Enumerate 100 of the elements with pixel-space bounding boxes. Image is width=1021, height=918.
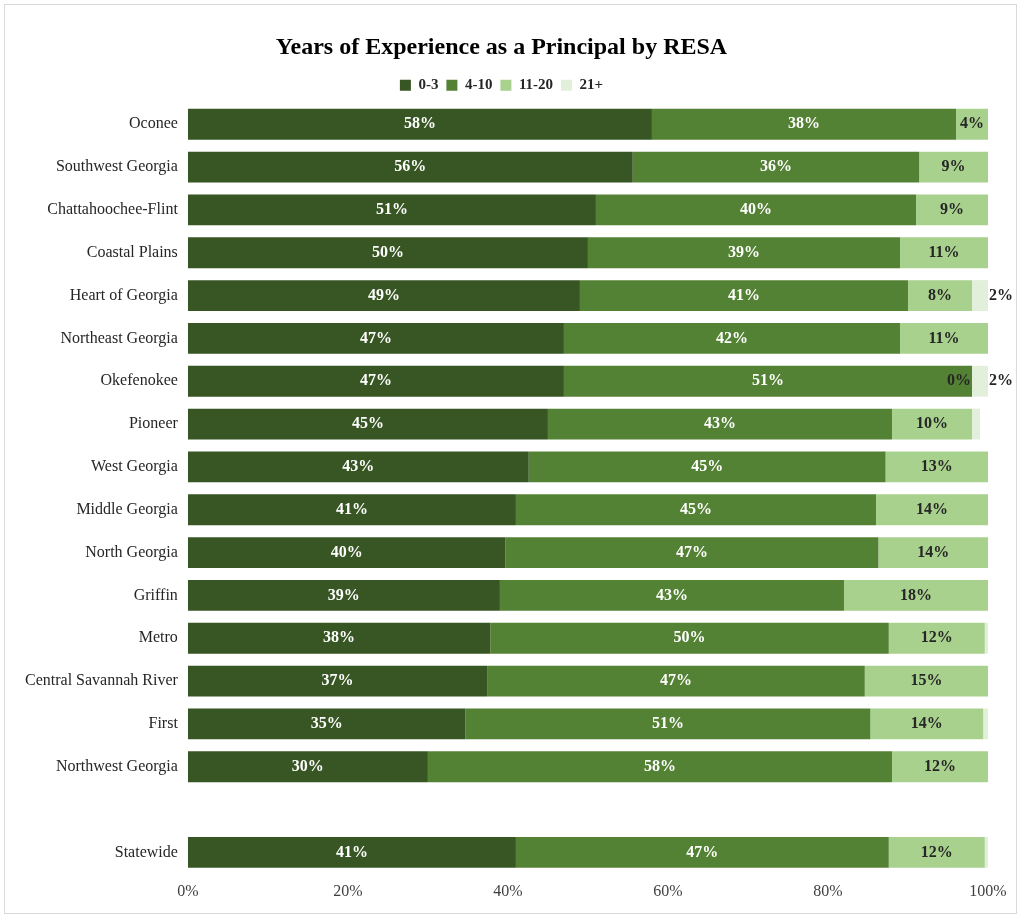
data-label: 45% <box>351 414 384 432</box>
data-label: 12% <box>920 628 953 646</box>
data-label: 51% <box>375 200 408 218</box>
data-label: 9% <box>939 200 964 218</box>
legend-label: 4-10 <box>464 76 493 93</box>
data-label: 41% <box>335 499 368 517</box>
data-label: 18% <box>899 585 932 603</box>
data-label: 40% <box>330 542 363 560</box>
y-tick-label: Northwest Georgia <box>55 756 178 775</box>
bar <box>515 494 876 526</box>
x-tick-label: 0% <box>177 881 199 899</box>
bar <box>187 408 548 440</box>
y-tick-label: Chattahoochee-Flint <box>47 200 179 218</box>
y-tick-label: Griffin <box>133 585 178 603</box>
data-label: 15% <box>910 671 943 689</box>
data-label: 14% <box>915 499 948 517</box>
data-label: 8% <box>927 285 952 303</box>
y-tick-label: First <box>148 714 179 732</box>
data-label: 45% <box>679 499 712 517</box>
x-tick-label: 100% <box>969 881 1007 899</box>
y-tick-label: Oconee <box>128 114 178 132</box>
data-label: 0% <box>947 371 971 389</box>
data-label: 43% <box>342 457 375 475</box>
bar <box>187 322 564 354</box>
data-label: 12% <box>923 756 956 774</box>
data-label: 35% <box>310 714 343 732</box>
bar <box>651 108 956 140</box>
y-tick-label: Pioneer <box>128 414 179 432</box>
bar <box>891 751 988 783</box>
bar <box>919 151 988 183</box>
bar <box>843 579 988 611</box>
data-label: 43% <box>703 414 736 432</box>
data-label: 38% <box>787 114 820 132</box>
data-label: 2% <box>989 285 1013 303</box>
bar <box>632 151 920 183</box>
bar <box>187 708 466 740</box>
bar <box>547 408 892 440</box>
y-tick-label: Northeast Georgia <box>60 328 178 347</box>
x-tick-label: 60% <box>653 881 683 899</box>
data-label: 45% <box>691 457 724 475</box>
y-tick-label: North Georgia <box>85 542 178 561</box>
data-label: 39% <box>727 242 760 260</box>
y-tick-label: Middle Georgia <box>76 499 178 518</box>
y-tick-label: Okefenokee <box>100 371 178 389</box>
bar <box>187 494 516 526</box>
y-tick-label: Coastal Plains <box>86 242 178 260</box>
y-tick-label: West Georgia <box>91 457 178 476</box>
bar <box>187 151 633 183</box>
data-label: 2% <box>989 371 1013 389</box>
bar <box>505 537 879 568</box>
data-label: 9% <box>941 157 966 175</box>
data-label: 58% <box>643 756 676 774</box>
bar <box>888 836 985 868</box>
y-tick-label: Statewide <box>114 842 178 860</box>
bar <box>187 751 428 783</box>
bar <box>899 237 988 269</box>
data-label: 37% <box>321 671 354 689</box>
bar <box>984 836 988 868</box>
bar <box>595 194 916 226</box>
data-label: 58% <box>403 114 436 132</box>
data-label: 47% <box>659 671 692 689</box>
bar <box>487 665 865 697</box>
bar <box>490 622 889 654</box>
bar <box>984 622 988 654</box>
y-tick-label: Southwest Georgia <box>55 157 178 176</box>
legend-label: 0-3 <box>418 76 439 93</box>
data-label: 43% <box>655 585 688 603</box>
bar <box>983 708 988 740</box>
bar <box>187 108 652 140</box>
data-label: 50% <box>371 242 404 260</box>
bar <box>187 836 516 868</box>
data-label: 49% <box>367 285 400 303</box>
data-label: 11% <box>928 328 960 346</box>
data-label: 39% <box>327 585 360 603</box>
bar <box>465 708 871 740</box>
bar <box>579 280 908 311</box>
x-tick-label: 80% <box>813 881 843 899</box>
data-label: 51% <box>751 371 784 389</box>
bar <box>864 665 988 697</box>
data-label: 42% <box>715 328 748 346</box>
data-label: 30% <box>291 756 324 774</box>
data-label: 13% <box>920 457 953 475</box>
data-label: 47% <box>359 328 392 346</box>
data-label: 47% <box>675 542 708 560</box>
x-tick-label: 40% <box>493 881 523 899</box>
bar <box>187 622 491 654</box>
legend-label: 21+ <box>579 76 604 93</box>
x-tick-label: 20% <box>333 881 363 899</box>
data-label: 10% <box>915 414 948 432</box>
bar <box>899 322 988 354</box>
data-label: 40% <box>739 200 772 218</box>
bar <box>972 365 988 397</box>
bar <box>528 451 886 483</box>
legend-label: 11-20 <box>518 76 554 93</box>
bar <box>972 280 988 311</box>
bar <box>915 194 988 226</box>
data-label: 14% <box>910 714 943 732</box>
data-label: 12% <box>920 842 953 860</box>
bar <box>875 494 988 526</box>
bar <box>427 751 892 783</box>
